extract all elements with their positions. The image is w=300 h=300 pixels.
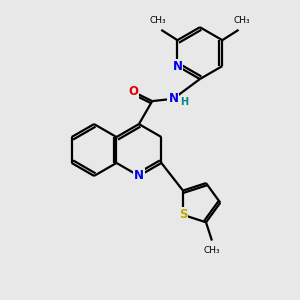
Text: N: N: [172, 60, 182, 73]
Text: O: O: [128, 85, 138, 98]
Text: N: N: [168, 92, 178, 105]
Text: CH₃: CH₃: [149, 16, 166, 25]
Text: S: S: [179, 208, 187, 221]
Text: CH₃: CH₃: [234, 16, 250, 25]
Text: CH₃: CH₃: [204, 246, 220, 255]
Text: N: N: [134, 169, 144, 182]
Text: H: H: [181, 97, 189, 107]
